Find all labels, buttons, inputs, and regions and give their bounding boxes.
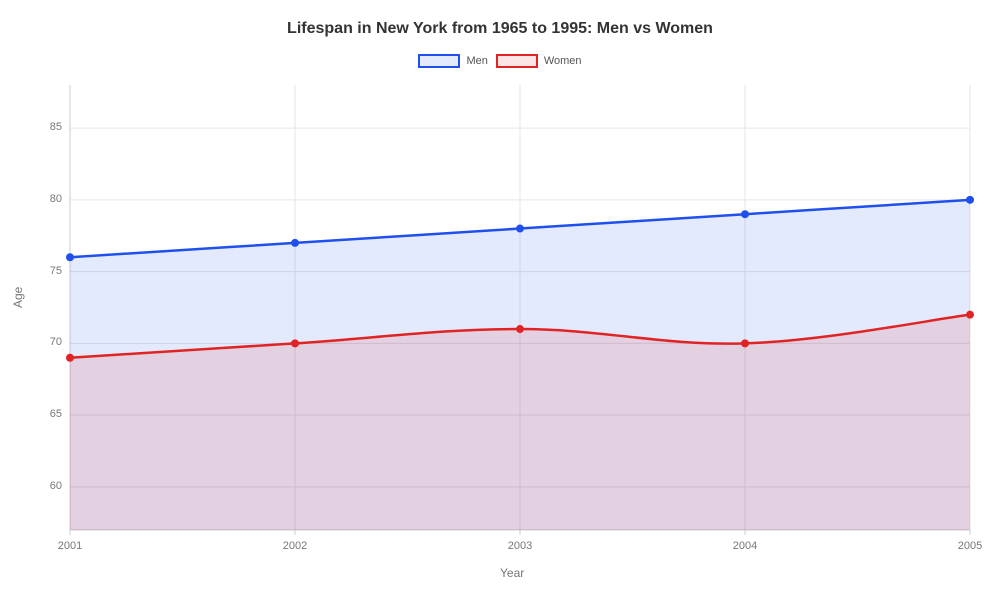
y-tick-label: 75 xyxy=(50,265,62,277)
y-tick-label: 65 xyxy=(50,408,62,420)
x-tick-label: 2004 xyxy=(725,540,765,552)
y-tick-label: 60 xyxy=(50,480,62,492)
x-axis-label: Year xyxy=(500,566,524,580)
chart-svg xyxy=(0,0,1000,600)
y-tick-label: 85 xyxy=(50,121,62,133)
y-tick-label: 70 xyxy=(50,336,62,348)
y-axis-label: Age xyxy=(11,286,25,307)
x-tick-label: 2001 xyxy=(50,540,90,552)
x-tick-label: 2002 xyxy=(275,540,315,552)
x-tick-label: 2005 xyxy=(950,540,990,552)
chart-container: Lifespan in New York from 1965 to 1995: … xyxy=(0,0,1000,600)
y-tick-label: 80 xyxy=(50,193,62,205)
x-tick-label: 2003 xyxy=(500,540,540,552)
